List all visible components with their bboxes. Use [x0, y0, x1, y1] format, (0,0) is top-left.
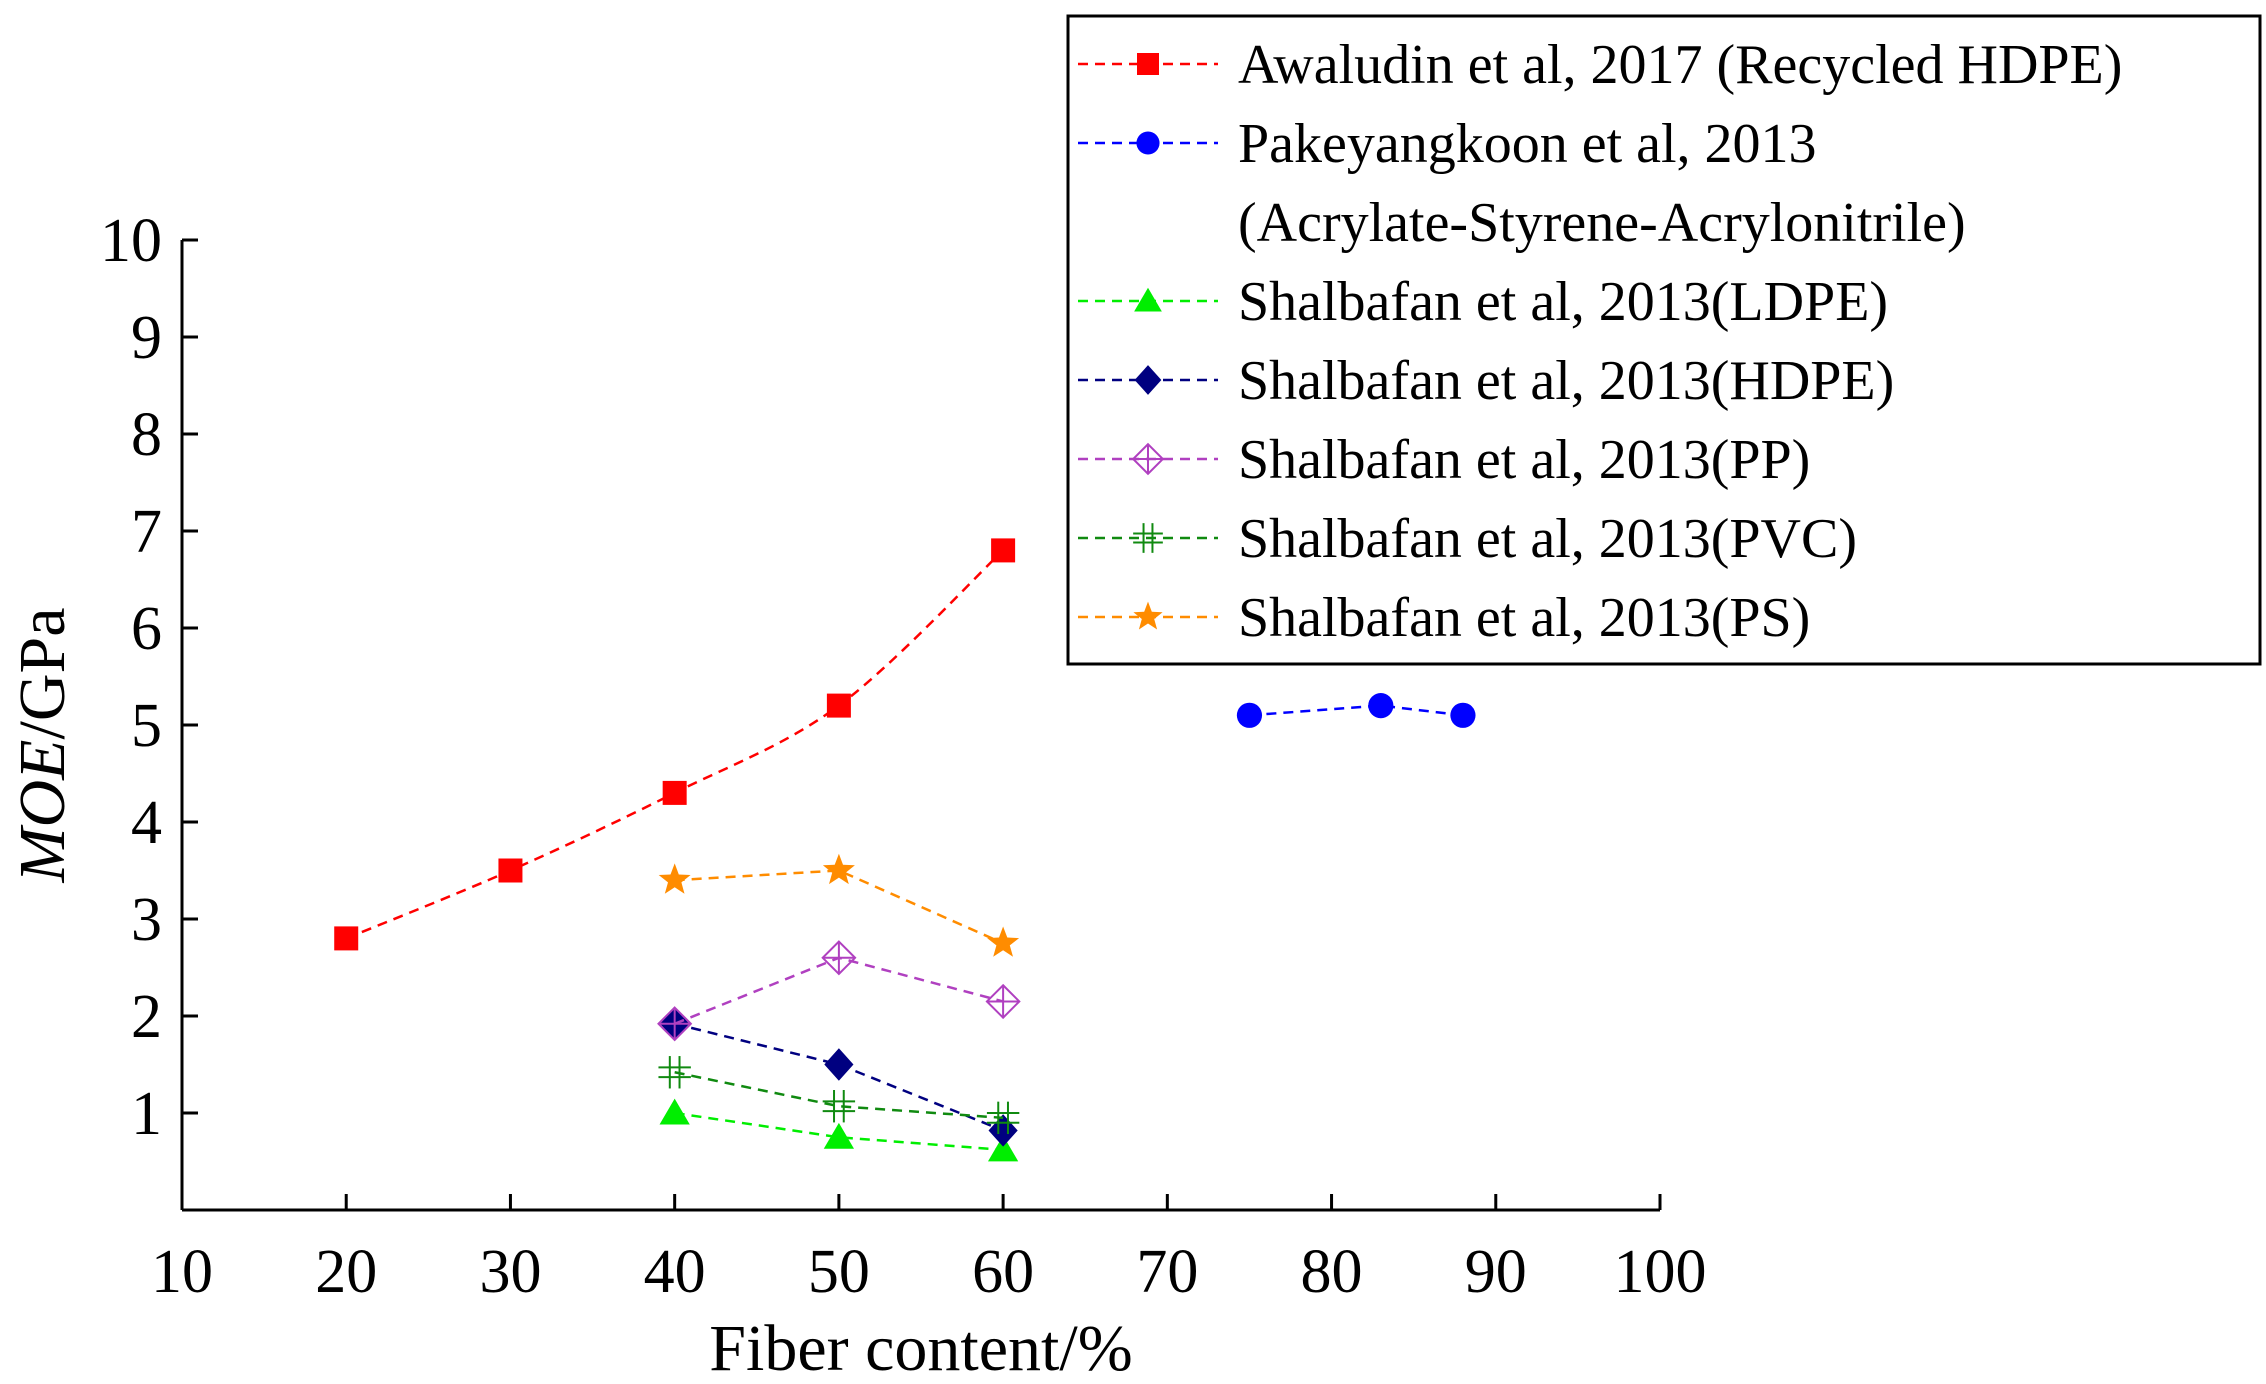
- legend-item: Shalbafan et al, 2013(PVC): [1078, 508, 1857, 570]
- x-tick-label: 30: [479, 1238, 541, 1306]
- legend-marker: [1133, 523, 1163, 553]
- legend-label: Awaludin et al, 2017 (Recycled HDPE): [1238, 34, 2122, 96]
- x-tick-label: 40: [644, 1238, 706, 1306]
- legend-label: Shalbafan et al, 2013(PP): [1238, 429, 1810, 491]
- y-tick-label: 9: [131, 304, 162, 372]
- series-line: [674, 869, 1004, 945]
- legend-label: Shalbafan et al, 2013(PVC): [1238, 508, 1857, 570]
- x-tick-label: 70: [1136, 1238, 1198, 1306]
- legend-label: Shalbafan et al, 2013(PS): [1238, 587, 1810, 649]
- data-point: [658, 863, 691, 894]
- y-tick-label: 2: [131, 983, 162, 1051]
- data-point: [824, 1048, 854, 1081]
- legend-label: Shalbafan et al, 2013(HDPE): [1238, 350, 1894, 412]
- legend-box: [1066, 14, 2262, 666]
- series-shalbafan-et-al-2013-pvc: [658, 1056, 1020, 1135]
- data-point: [991, 538, 1016, 563]
- x-tick-label: 60: [972, 1238, 1034, 1306]
- data-point: [986, 1101, 1020, 1135]
- y-tick-label: 10: [100, 207, 162, 275]
- plot-area: [334, 538, 1476, 1162]
- data-point: [823, 1122, 855, 1149]
- data-point: [1236, 702, 1263, 728]
- x-tick-label: 10: [151, 1238, 213, 1306]
- series-line: [674, 1071, 1004, 1120]
- y-tick-label: 5: [131, 692, 162, 760]
- data-point: [987, 1135, 1019, 1162]
- y-axis-title-unit: /GPa: [6, 608, 79, 740]
- series-shalbafan-et-al-2013-pp: [657, 940, 1021, 1042]
- x-tick-label: 50: [808, 1238, 870, 1306]
- series-line: [1249, 704, 1464, 717]
- series-pakeyangkoon-et-al-2013: [1236, 693, 1476, 728]
- legend-marker: [1136, 131, 1160, 155]
- legend-marker: [1137, 53, 1159, 75]
- data-point: [1450, 702, 1476, 728]
- data-point: [826, 693, 851, 718]
- y-tick-label: 3: [131, 886, 162, 954]
- legend-label-line2: (Acrylate-Styrene-Acrylonitrile): [1238, 192, 1966, 254]
- data-point: [498, 858, 523, 883]
- data-point: [985, 983, 1021, 1020]
- data-point: [334, 926, 359, 951]
- legend-item: Awaludin et al, 2017 (Recycled HDPE): [1078, 34, 2122, 96]
- legend-item: Shalbafan et al, 2013(PS): [1078, 587, 1810, 649]
- data-point: [658, 1056, 691, 1089]
- axes: 10 20 30 40 50 60 70 80 90 100 1 2 3 4 5 6 7 8 9 10: [100, 207, 1707, 1306]
- y-axis-title-italic: MOE: [6, 740, 79, 884]
- y-tick-label: 1: [131, 1080, 162, 1148]
- legend-item: Pakeyangkoon et al, 2013 (Acrylate-Styren…: [1078, 113, 1966, 254]
- x-tick-label: 20: [315, 1238, 377, 1306]
- data-point: [662, 780, 687, 805]
- legend-marker: [1134, 287, 1162, 312]
- legend-item: Shalbafan et al, 2013(HDPE): [1078, 350, 1894, 412]
- series-shalbafan-et-al-2013-ldpe: [659, 1098, 1019, 1162]
- series-line: [674, 1111, 1004, 1152]
- y-tick-label: 8: [131, 401, 162, 469]
- data-point: [659, 1098, 690, 1125]
- data-point: [822, 1090, 856, 1123]
- y-axis-title: MOE/GPa: [6, 608, 79, 884]
- legend-marker: [1133, 601, 1163, 630]
- y-tick-label: 7: [131, 498, 162, 566]
- x-tick-label: 80: [1301, 1238, 1363, 1306]
- y-tick-label: 4: [131, 789, 162, 857]
- y-tick-label: 6: [131, 595, 162, 663]
- x-axis-title: Fiber content/%: [709, 1312, 1132, 1384]
- legend-item: Shalbafan et al, 2013(PP): [1078, 429, 1810, 491]
- series-awaludin-et-al-2017-recycled-hdpe: [334, 538, 1016, 951]
- legend-label: Shalbafan et al, 2013(LDPE): [1238, 271, 1888, 333]
- data-point: [822, 853, 855, 885]
- data-point: [987, 926, 1020, 957]
- legend-label: Pakeyangkoon et al, 2013: [1238, 113, 1817, 175]
- series-shalbafan-et-al-2013-ps: [658, 853, 1020, 957]
- legend: Awaludin et al, 2017 (Recycled HDPE) Pake…: [1066, 14, 2262, 666]
- data-point: [821, 940, 857, 976]
- data-point: [1368, 693, 1394, 719]
- data-point: [988, 1114, 1018, 1147]
- data-point: [657, 1006, 693, 1042]
- x-tick-label: 90: [1465, 1238, 1527, 1306]
- legend-marker: [1134, 365, 1162, 395]
- series-line: [674, 1022, 1004, 1132]
- x-tick-label: 100: [1614, 1238, 1707, 1306]
- legend-marker: [1131, 442, 1165, 476]
- legend-item: Shalbafan et al, 2013(LDPE): [1078, 271, 1888, 333]
